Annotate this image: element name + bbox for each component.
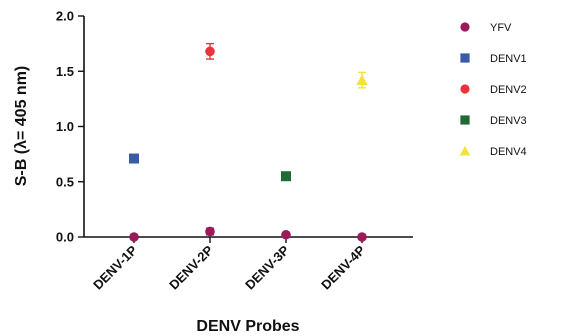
x-tick-label: DENV-3P	[242, 242, 292, 292]
y-tick-label: 1.0	[56, 119, 74, 134]
legend: YFV DENV1 DENV2 DENV3 DENV4	[459, 22, 527, 158]
legend-marker-denv1	[460, 53, 470, 63]
legend-marker-denv2	[460, 84, 470, 94]
yfv-point	[281, 229, 291, 240]
denv3-point	[281, 171, 291, 182]
y-axis-title: S-B (λ= 405 nm)	[13, 66, 30, 186]
x-tick-label: DENV-4P	[318, 242, 368, 292]
yfv-point	[357, 232, 367, 242]
y-tick-label: 0.0	[56, 230, 74, 245]
x-tick-label: DENV-1P	[90, 242, 140, 292]
yfv-point	[205, 226, 215, 237]
yfv-point	[129, 232, 139, 242]
y-tick-label: 1.5	[56, 64, 74, 79]
x-ticks: DENV-1P DENV-2P DENV-3P DENV-4P	[90, 237, 368, 292]
legend-label-denv4: DENV4	[490, 146, 527, 158]
plot-area: 0.00.51.01.52.0 DENV-1P DENV-2P DENV-3P DEN…	[56, 9, 413, 292]
denv2-point	[205, 46, 215, 57]
legend-marker-denv3	[460, 115, 470, 125]
legend-label-denv1: DENV1	[490, 53, 527, 65]
denv1-point	[129, 153, 139, 164]
legend-marker-yfv	[460, 22, 470, 32]
legend-label-yfv: YFV	[490, 22, 512, 34]
y-tick-label: 0.5	[56, 174, 74, 189]
x-tick-label: DENV-2P	[166, 242, 216, 292]
x-axis-title: DENV Probes	[196, 318, 299, 335]
y-ticks: 0.0 0.5 1.0 1.5 2.0	[56, 9, 84, 245]
denv4-point	[356, 74, 368, 85]
y-tick-label: 2.0	[56, 9, 74, 24]
legend-marker-denv4	[459, 145, 471, 156]
legend-label-denv3: DENV3	[490, 115, 527, 127]
legend-label-denv2: DENV2	[490, 84, 527, 96]
data-marks	[129, 42, 368, 242]
